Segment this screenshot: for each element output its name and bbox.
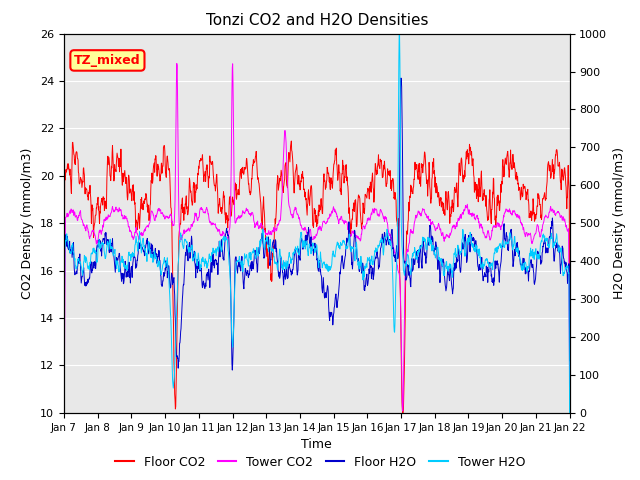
Floor CO2 bbox=[173, 365, 180, 371]
X-axis label: Time: Time bbox=[301, 438, 332, 451]
Legend: Floor CO2, Tower CO2, Floor H2O, Tower H2O: Floor CO2, Tower CO2, Floor H2O, Tower H… bbox=[109, 451, 531, 474]
Tower H2O bbox=[566, 410, 573, 416]
Y-axis label: H2O Density (mmol/m3): H2O Density (mmol/m3) bbox=[613, 147, 626, 299]
Floor H2O bbox=[506, 236, 514, 241]
Tower H2O bbox=[461, 251, 469, 257]
Floor H2O bbox=[60, 410, 68, 416]
Line: Tower CO2: Tower CO2 bbox=[64, 63, 570, 413]
Tower CO2 bbox=[396, 271, 403, 276]
Floor CO2 bbox=[396, 251, 403, 256]
Floor CO2 bbox=[160, 143, 168, 148]
Tower CO2 bbox=[173, 78, 180, 84]
Tower H2O bbox=[173, 313, 180, 319]
Title: Tonzi CO2 and H2O Densities: Tonzi CO2 and H2O Densities bbox=[205, 13, 428, 28]
Tower H2O bbox=[60, 406, 68, 412]
Text: TZ_mixed: TZ_mixed bbox=[74, 54, 141, 67]
Tower CO2 bbox=[506, 209, 514, 215]
Tower CO2 bbox=[160, 214, 168, 219]
Floor H2O bbox=[461, 231, 469, 237]
Y-axis label: CO2 Density (mmol/m3): CO2 Density (mmol/m3) bbox=[22, 147, 35, 299]
Floor CO2 bbox=[461, 161, 469, 167]
Tower H2O bbox=[506, 230, 514, 236]
Tower H2O bbox=[395, 58, 403, 64]
Floor H2O bbox=[566, 358, 573, 364]
Tower H2O bbox=[229, 339, 237, 345]
Line: Floor H2O: Floor H2O bbox=[64, 78, 570, 413]
Floor H2O bbox=[397, 75, 404, 81]
Floor H2O bbox=[395, 236, 403, 242]
Floor H2O bbox=[229, 351, 237, 357]
Line: Floor CO2: Floor CO2 bbox=[64, 141, 570, 413]
Floor CO2 bbox=[60, 400, 68, 406]
Floor CO2 bbox=[399, 410, 406, 416]
Tower H2O bbox=[160, 256, 168, 262]
Floor CO2 bbox=[506, 160, 514, 166]
Tower CO2 bbox=[173, 60, 180, 66]
Floor CO2 bbox=[287, 138, 295, 144]
Line: Tower H2O: Tower H2O bbox=[64, 34, 570, 413]
Floor CO2 bbox=[566, 308, 573, 313]
Floor H2O bbox=[160, 273, 168, 279]
Tower CO2 bbox=[566, 384, 573, 390]
Tower CO2 bbox=[60, 410, 68, 416]
Floor H2O bbox=[173, 354, 180, 360]
Tower H2O bbox=[396, 31, 403, 36]
Tower CO2 bbox=[461, 205, 469, 211]
Floor CO2 bbox=[229, 199, 237, 205]
Tower CO2 bbox=[230, 110, 237, 116]
